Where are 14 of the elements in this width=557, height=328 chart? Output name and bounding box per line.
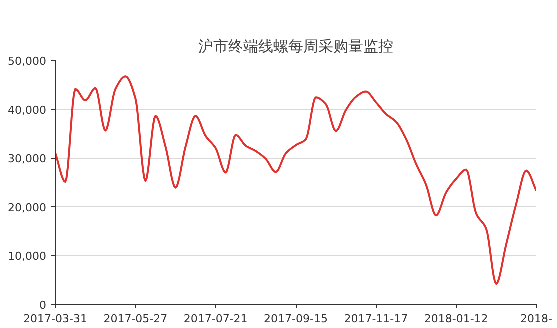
- y-tick-label: 40,000: [8, 104, 47, 117]
- x-tick-label: 2017-03-31: [24, 312, 88, 326]
- x-tick-label: 2018-: [520, 312, 553, 326]
- y-tick-label: 50,000: [8, 55, 47, 68]
- y-tick-label: 0: [40, 299, 46, 312]
- x-tick-label: 2017-07-21: [184, 312, 248, 326]
- chart-title: 沪市终端线螺每周采购量监控: [198, 38, 394, 56]
- y-tick-label: 30,000: [8, 152, 47, 166]
- x-tick-label: 2017-11-17: [344, 312, 408, 326]
- x-tick-label: 2017-05-27: [104, 312, 168, 326]
- y-tick-label: 10,000: [8, 250, 47, 264]
- x-tick-label: 2017-09-15: [264, 312, 328, 326]
- x-tick-label: 2018-01-12: [424, 312, 488, 326]
- y-tick-label: 20,000: [8, 201, 47, 214]
